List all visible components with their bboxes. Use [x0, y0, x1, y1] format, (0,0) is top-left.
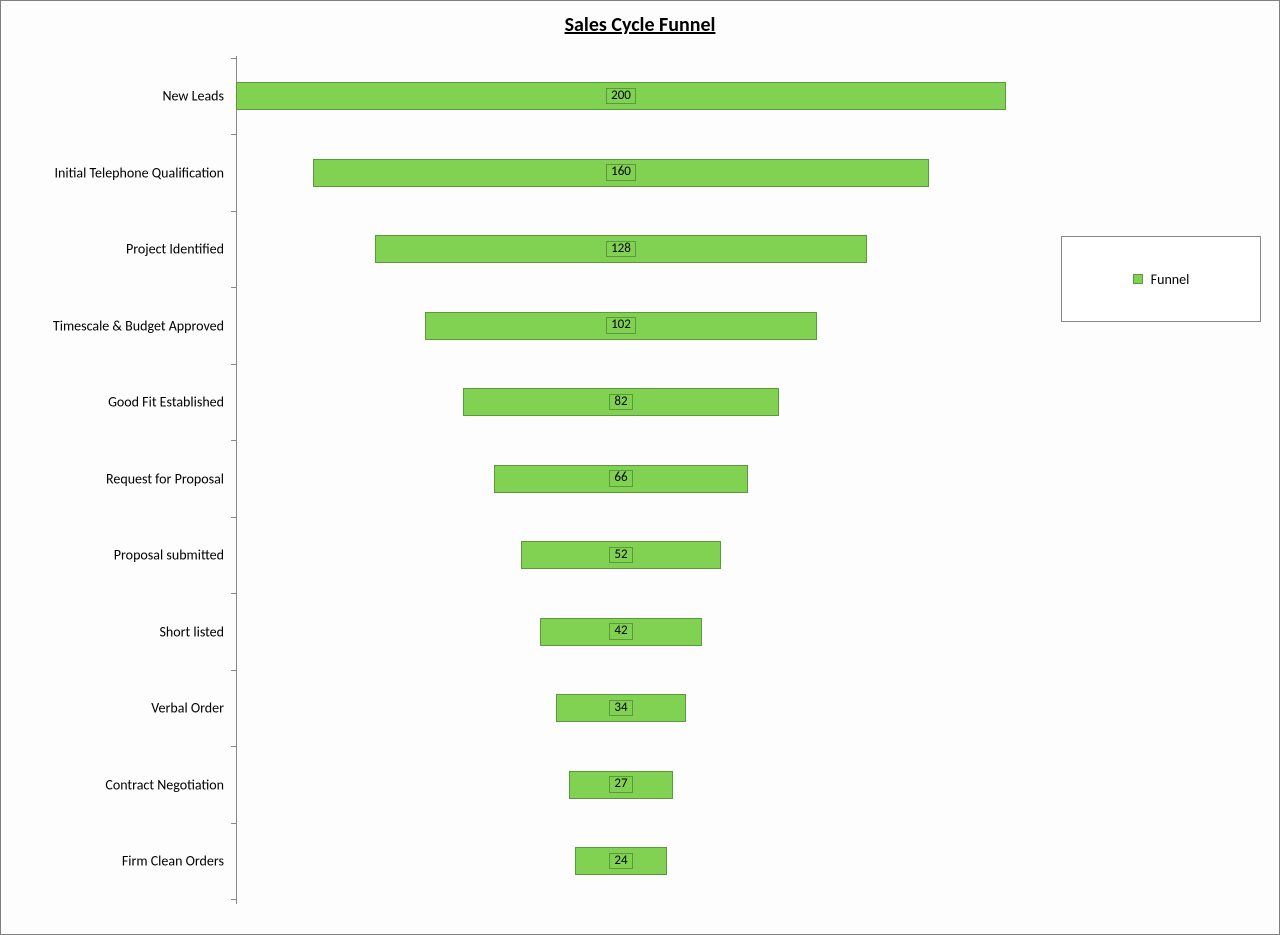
funnel-bar: 160 — [313, 159, 929, 187]
axis-tick — [231, 899, 236, 900]
category-label: Contract Negotiation — [105, 776, 236, 793]
funnel-bar: 52 — [521, 541, 721, 569]
category-label: Request for Proposal — [106, 470, 236, 487]
bar-value: 160 — [606, 164, 636, 180]
funnel-bar: 102 — [425, 312, 818, 340]
chart-title: Sales Cycle Funnel — [1, 13, 1279, 37]
axis-tick — [231, 440, 236, 441]
y-axis-line — [236, 56, 237, 904]
category-label: Timescale & Budget Approved — [53, 317, 236, 334]
funnel-bar: 24 — [575, 847, 667, 875]
legend: Funnel — [1061, 236, 1261, 322]
category-label: New Leads — [163, 88, 237, 105]
legend-label: Funnel — [1151, 271, 1190, 288]
funnel-bar: 42 — [540, 618, 702, 646]
axis-tick — [231, 746, 236, 747]
axis-tick — [231, 58, 236, 59]
category-label: Proposal submitted — [114, 547, 236, 564]
bar-value: 24 — [609, 853, 632, 869]
category-label: Initial Telephone Qualification — [54, 164, 236, 181]
category-label: Project Identified — [126, 241, 236, 258]
funnel-chart: Sales Cycle Funnel New Leads200Initial T… — [0, 0, 1280, 935]
axis-tick — [231, 287, 236, 288]
axis-tick — [231, 670, 236, 671]
bar-value: 34 — [609, 700, 632, 716]
axis-tick — [231, 593, 236, 594]
funnel-bar: 82 — [463, 388, 779, 416]
funnel-bar: 200 — [236, 82, 1006, 110]
funnel-bar: 34 — [556, 694, 687, 722]
bar-value: 128 — [606, 241, 636, 257]
legend-swatch — [1133, 274, 1143, 284]
bar-value: 52 — [609, 547, 632, 563]
category-label: Short listed — [159, 623, 236, 640]
bar-value: 66 — [609, 470, 632, 486]
funnel-bar: 27 — [569, 771, 673, 799]
bar-value: 27 — [609, 776, 632, 792]
axis-tick — [231, 134, 236, 135]
category-label: Firm Clean Orders — [122, 853, 236, 870]
plot-area: New Leads200Initial Telephone Qualificat… — [236, 56, 1249, 904]
axis-tick — [231, 823, 236, 824]
bar-value: 42 — [609, 623, 632, 639]
axis-tick — [231, 211, 236, 212]
category-label: Verbal Order — [151, 700, 236, 717]
funnel-bar: 66 — [494, 465, 748, 493]
axis-tick — [231, 517, 236, 518]
bar-value: 82 — [609, 394, 632, 410]
bar-value: 102 — [606, 317, 636, 333]
bar-value: 200 — [606, 88, 636, 104]
category-label: Good Fit Established — [108, 394, 236, 411]
axis-tick — [231, 364, 236, 365]
funnel-bar: 128 — [375, 235, 868, 263]
